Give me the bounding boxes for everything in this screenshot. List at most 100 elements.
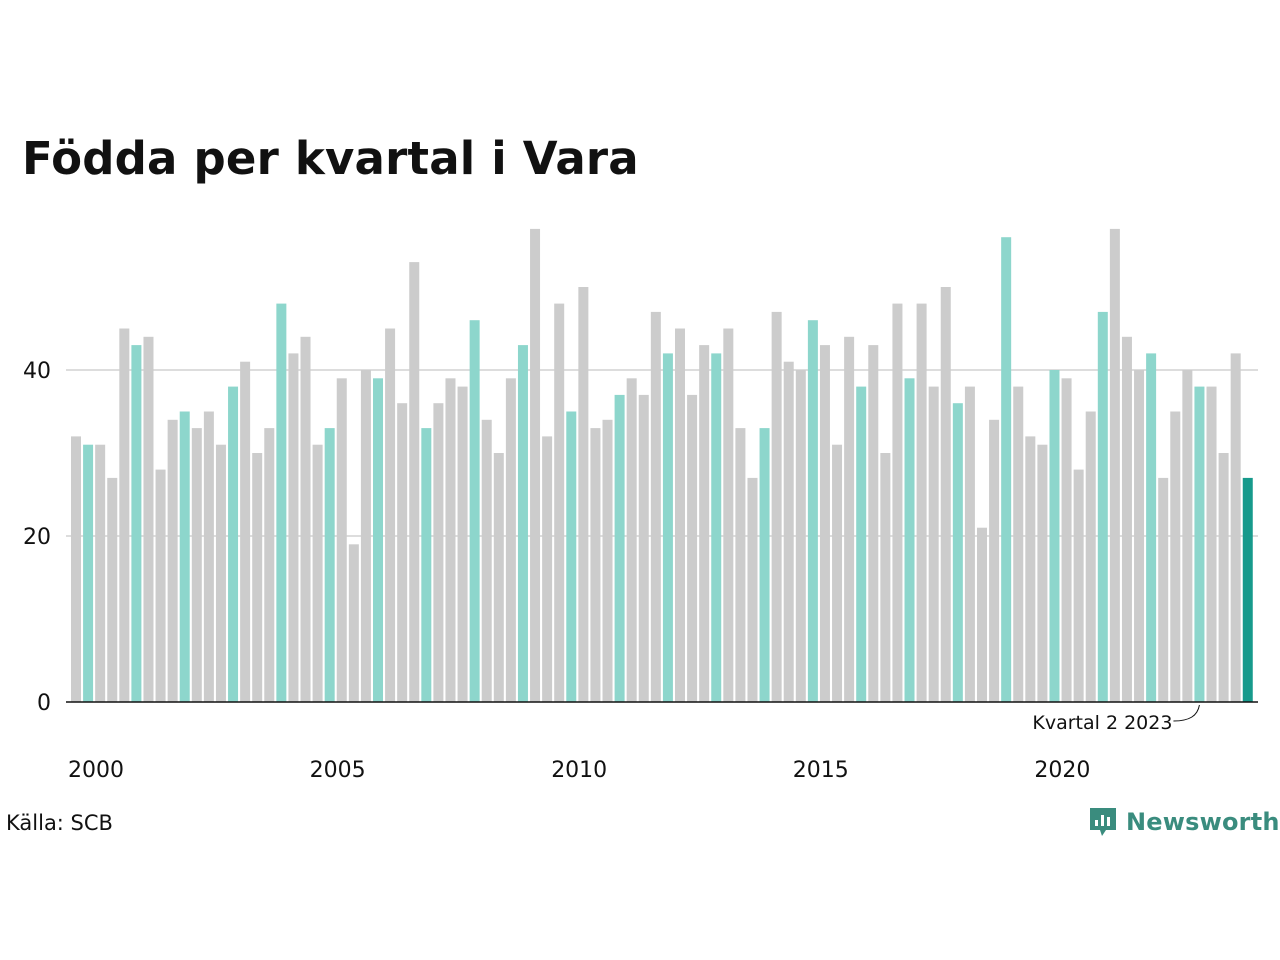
y-tick-label: 0: [37, 691, 51, 716]
bar: [590, 428, 601, 702]
bar: [1109, 228, 1120, 702]
bar: [1001, 237, 1012, 702]
bar: [1194, 386, 1205, 702]
bar: [119, 328, 130, 702]
bar: [264, 428, 275, 702]
bar: [1013, 386, 1024, 702]
bar: [252, 453, 263, 702]
bar: [783, 361, 794, 702]
bar: [131, 345, 142, 702]
bar: [505, 378, 516, 702]
bar: [288, 353, 299, 702]
bar: [880, 453, 891, 702]
bar: [167, 419, 178, 702]
bar: [493, 453, 504, 702]
y-tick-label: 20: [23, 525, 51, 550]
bar: [856, 386, 867, 702]
bar: [143, 336, 154, 702]
bar: [107, 477, 118, 702]
x-tick-label: 2015: [793, 758, 849, 783]
bar: [421, 428, 432, 702]
bar: [1230, 353, 1241, 702]
bar: [735, 428, 746, 702]
bar: [554, 303, 565, 702]
bar: [892, 303, 903, 702]
bar: [1073, 469, 1084, 702]
bar: [1242, 477, 1253, 702]
bar: [940, 287, 951, 702]
source-label: Källa: SCB: [6, 811, 113, 835]
bar: [276, 303, 287, 702]
bar: [675, 328, 685, 702]
bar: [155, 469, 166, 702]
bar: [977, 527, 987, 702]
bar: [517, 345, 528, 702]
bar: [711, 353, 722, 702]
bar: [1061, 378, 1072, 702]
bar: [687, 394, 698, 702]
annotation: Kvartal 2 2023: [1032, 704, 1200, 734]
bar: [868, 345, 879, 702]
x-tick-label: 2010: [551, 758, 607, 783]
x-tick-label: 2005: [310, 758, 366, 783]
bar: [1121, 336, 1132, 702]
bar: [638, 394, 649, 702]
bar: [373, 378, 383, 702]
bar: [844, 336, 855, 702]
bar: [904, 378, 915, 702]
bar: [1097, 311, 1108, 702]
x-tick-label: 2000: [68, 758, 124, 783]
annotation-label: Kvartal 2 2023: [1032, 712, 1172, 734]
bar: [578, 287, 589, 702]
bar: [385, 328, 396, 702]
bar: [203, 411, 214, 702]
bar: [662, 353, 673, 702]
bar: [1206, 386, 1217, 702]
bar: [1182, 370, 1193, 702]
chart-title: Födda per kvartal i Vara: [22, 132, 639, 185]
bar: [481, 419, 492, 702]
bar: [747, 477, 758, 702]
brand-logo: Newsworthy: [1088, 804, 1280, 840]
bar: [530, 228, 541, 702]
bar: [759, 428, 770, 702]
bar: [336, 378, 347, 702]
annotation-arrow: [1173, 704, 1200, 722]
bar: [1025, 436, 1036, 702]
bar: [614, 394, 625, 702]
bar: [928, 386, 939, 702]
bar: [433, 403, 444, 702]
bar: [542, 436, 553, 702]
bar: [771, 311, 782, 702]
x-tick-label: 2020: [1034, 758, 1090, 783]
brand-name: Newsworthy: [1126, 808, 1280, 836]
bar: [83, 444, 94, 702]
bar: [626, 378, 637, 702]
bar: [952, 403, 963, 702]
bar: [1037, 444, 1048, 702]
bar: [324, 428, 335, 702]
y-tick-label: 40: [23, 359, 51, 384]
bar: [819, 345, 830, 702]
bar: [397, 403, 408, 702]
bar: [469, 320, 480, 702]
bar-chart-speech-bubble-icon: [1090, 808, 1116, 836]
bar: [348, 544, 359, 702]
bar-chart: 0 20 40 2000 2005 2010 2015 2020 Kvartal 2 202…: [23, 228, 1258, 783]
bar: [964, 386, 975, 702]
bar: [1049, 370, 1060, 702]
bar: [457, 386, 468, 702]
bar: [916, 303, 927, 702]
bar: [191, 428, 202, 702]
bar: [1170, 411, 1181, 702]
bars: [71, 228, 1253, 702]
bar: [1085, 411, 1096, 702]
bar: [602, 419, 613, 702]
bar: [71, 436, 81, 702]
bar: [1158, 477, 1169, 702]
bar: [1146, 353, 1157, 702]
bar: [240, 361, 251, 702]
bar: [409, 262, 420, 702]
bar: [795, 370, 806, 702]
bar: [179, 411, 190, 702]
